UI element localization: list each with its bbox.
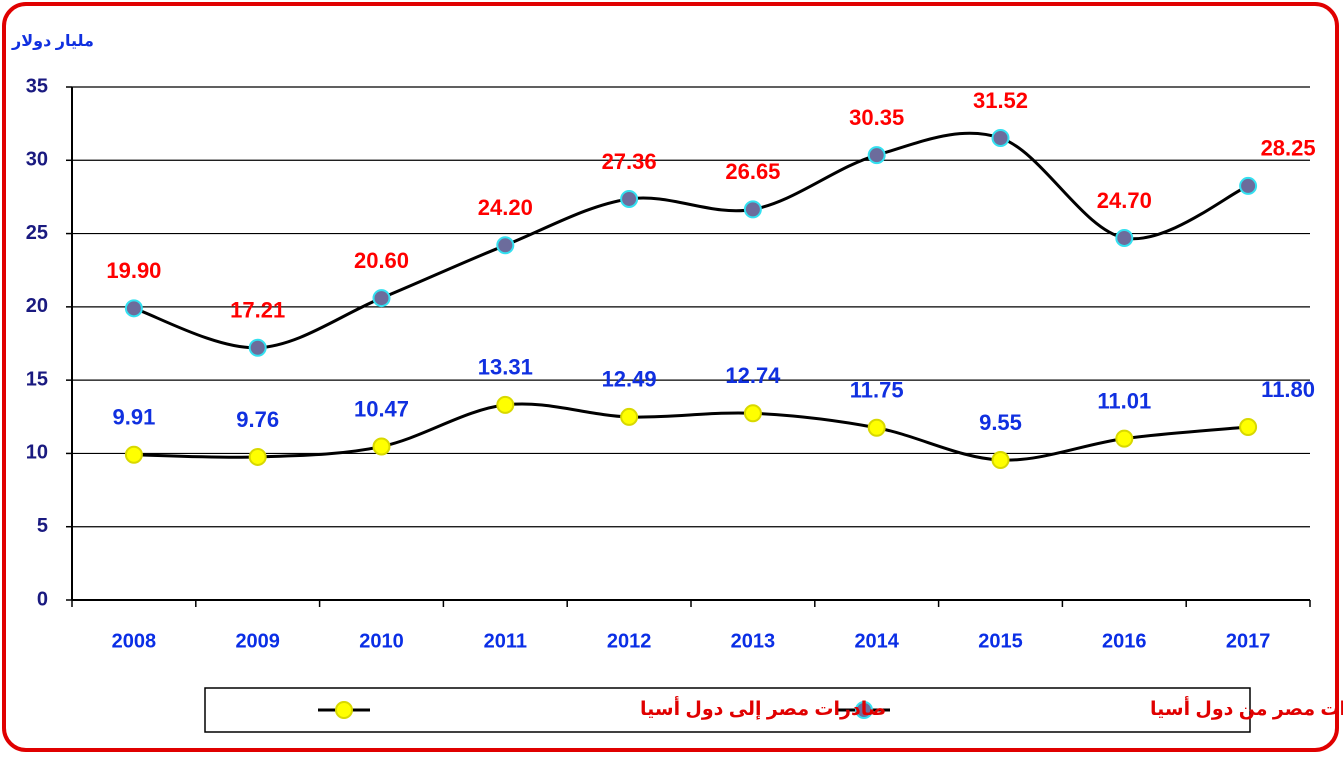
legend-label: صادرات مصر إلى دول أسيا [640, 696, 886, 720]
y-axis-label: مليار دولار [11, 33, 94, 50]
marker [1115, 228, 1134, 247]
legend: واردات مصر من دول أسيا صادرات مصر إلى دول… [318, 696, 1343, 720]
value-label: 19.90 [106, 258, 161, 283]
x-tick-label: 2015 [978, 630, 1023, 652]
value-label: 12.74 [725, 363, 781, 388]
marker [620, 189, 639, 208]
marker [743, 404, 762, 423]
value-label: 11.80 [1261, 377, 1315, 402]
marker [124, 299, 143, 318]
y-tick-label: 20 [26, 295, 48, 317]
value-label: 10.47 [354, 396, 409, 421]
y-tick-label: 25 [26, 222, 48, 244]
x-tick-label: 2017 [1226, 630, 1271, 652]
value-label: 9.55 [979, 410, 1022, 435]
y-tick-label: 15 [26, 368, 48, 390]
x-tick-label: 2008 [112, 630, 157, 652]
legend-label: واردات مصر من دول أسيا [1150, 696, 1343, 720]
marker [991, 129, 1010, 148]
value-label: 9.76 [236, 407, 279, 432]
marker [124, 445, 143, 464]
value-label: 11.75 [850, 378, 904, 403]
marker [743, 200, 762, 219]
marker [372, 437, 391, 456]
legend-box [204, 687, 1251, 733]
y-tick-label: 10 [26, 442, 48, 464]
x-tick-label: 2010 [359, 630, 404, 652]
value-label: 17.21 [230, 298, 285, 323]
value-label: 24.70 [1097, 188, 1152, 213]
y-tick-label: 0 [37, 588, 48, 610]
y-tick-label: 30 [26, 149, 48, 171]
series-line [133, 131, 1249, 350]
y-tick-label: 5 [37, 515, 48, 537]
marker [248, 447, 267, 466]
value-label: 24.20 [478, 195, 533, 220]
value-label: 26.65 [725, 159, 780, 184]
marker [620, 407, 639, 426]
value-label: 13.31 [478, 355, 533, 380]
value-label: 12.49 [602, 367, 657, 392]
marker [335, 701, 353, 719]
marker [991, 451, 1010, 470]
x-tick-label: 2014 [854, 630, 899, 652]
marker [867, 418, 886, 437]
series-line [133, 402, 1249, 462]
value-label: 31.52 [973, 88, 1028, 113]
x-tick-label: 2013 [731, 630, 776, 652]
marker [496, 395, 515, 414]
value-label: 27.36 [602, 149, 657, 174]
value-label: 9.91 [112, 405, 155, 430]
x-tick-label: 2009 [235, 630, 280, 652]
marker [248, 338, 267, 357]
value-label: 28.25 [1261, 136, 1316, 161]
marker [496, 236, 515, 255]
x-tick-label: 2012 [607, 630, 652, 652]
marker [1239, 176, 1258, 195]
marker [1239, 418, 1258, 437]
y-tick-label: 35 [26, 75, 48, 97]
marker [372, 289, 391, 308]
marker [867, 146, 886, 165]
marker [855, 701, 873, 719]
value-label: 11.01 [1097, 388, 1151, 413]
value-label: 20.60 [354, 248, 409, 273]
x-tick-label: 2011 [484, 630, 527, 652]
marker [1115, 429, 1134, 448]
value-label: 30.35 [849, 105, 904, 130]
x-tick-label: 2016 [1102, 630, 1147, 652]
